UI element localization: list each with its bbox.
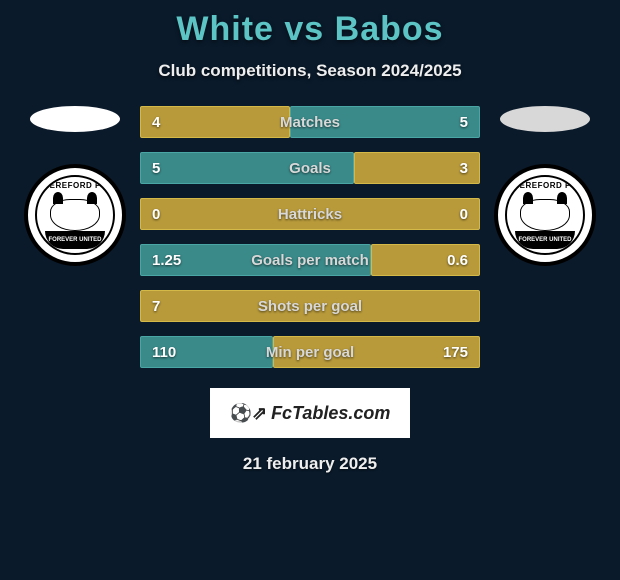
- stat-row: 110175Min per goal: [140, 336, 480, 368]
- date-label: 21 february 2025: [0, 454, 620, 474]
- crest-top-text: HEREFORD FC: [507, 181, 583, 190]
- crest-banner: FOREVER UNITED: [45, 231, 105, 249]
- brand-icon: ⚽⇗: [230, 403, 268, 424]
- stat-label: Goals per match: [140, 252, 480, 269]
- subtitle: Club competitions, Season 2024/2025: [0, 61, 620, 81]
- stat-row: 00Hattricks: [140, 198, 480, 230]
- stat-row: 45Matches: [140, 106, 480, 138]
- player1-avatar: [30, 106, 120, 132]
- crest-bull-icon: [520, 199, 570, 231]
- right-side: HEREFORD FC FOREVER UNITED: [495, 106, 595, 266]
- brand-name: FcTables.com: [271, 403, 390, 424]
- stat-label: Hattricks: [140, 206, 480, 223]
- crest-top-text: HEREFORD FC: [37, 181, 113, 190]
- page-title: White vs Babos: [0, 10, 620, 49]
- crest-banner-text: FOREVER UNITED: [48, 237, 101, 243]
- stat-label: Shots per goal: [140, 298, 480, 315]
- player2-name: Babos: [335, 10, 444, 48]
- crest-banner: FOREVER UNITED: [515, 231, 575, 249]
- stat-row: 53Goals: [140, 152, 480, 184]
- player2-avatar: [500, 106, 590, 132]
- brand-box[interactable]: ⚽⇗ FcTables.com: [210, 388, 410, 438]
- stat-row: 7Shots per goal: [140, 290, 480, 322]
- stat-row: 1.250.6Goals per match: [140, 244, 480, 276]
- vs-label: vs: [284, 10, 324, 48]
- left-side: HEREFORD FC FOREVER UNITED: [25, 106, 125, 266]
- stat-label: Min per goal: [140, 344, 480, 361]
- stats-list: 45Matches 53Goals 00Hattricks 1.250.6Goals …: [140, 106, 480, 368]
- crest-banner-text: FOREVER UNITED: [518, 237, 571, 243]
- comparison-widget: White vs Babos Club competitions, Season…: [0, 0, 620, 484]
- player2-club-crest: HEREFORD FC FOREVER UNITED: [494, 164, 596, 266]
- main-row: HEREFORD FC FOREVER UNITED 45Matches 53Go…: [0, 106, 620, 368]
- player1-name: White: [176, 10, 274, 48]
- stat-label: Goals: [140, 160, 480, 177]
- stat-label: Matches: [140, 114, 480, 131]
- crest-bull-icon: [50, 199, 100, 231]
- player1-club-crest: HEREFORD FC FOREVER UNITED: [24, 164, 126, 266]
